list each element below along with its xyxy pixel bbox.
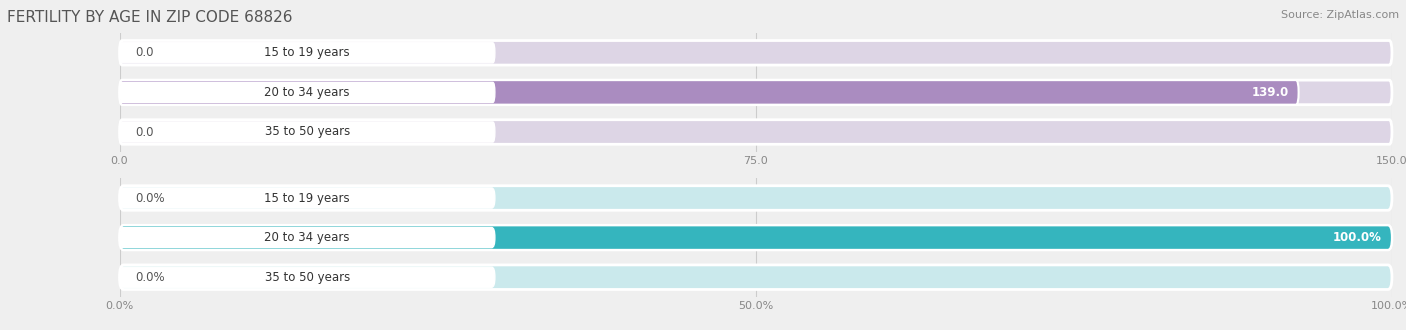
FancyBboxPatch shape xyxy=(120,186,1392,210)
FancyBboxPatch shape xyxy=(120,265,1392,289)
Text: 35 to 50 years: 35 to 50 years xyxy=(264,271,350,284)
Text: FERTILITY BY AGE IN ZIP CODE 68826: FERTILITY BY AGE IN ZIP CODE 68826 xyxy=(7,10,292,25)
Text: 0.0: 0.0 xyxy=(135,46,153,59)
FancyBboxPatch shape xyxy=(120,80,1299,105)
Text: 100.0%: 100.0% xyxy=(1333,231,1382,244)
Text: 20 to 34 years: 20 to 34 years xyxy=(264,86,350,99)
FancyBboxPatch shape xyxy=(120,122,495,142)
Text: 0.0%: 0.0% xyxy=(135,271,165,284)
Text: 20 to 34 years: 20 to 34 years xyxy=(264,231,350,244)
FancyBboxPatch shape xyxy=(120,82,495,103)
Text: Source: ZipAtlas.com: Source: ZipAtlas.com xyxy=(1281,10,1399,20)
Text: 0.0%: 0.0% xyxy=(135,191,165,205)
Text: 0.0: 0.0 xyxy=(135,125,153,139)
FancyBboxPatch shape xyxy=(120,188,495,208)
FancyBboxPatch shape xyxy=(120,43,495,63)
FancyBboxPatch shape xyxy=(120,41,1392,65)
FancyBboxPatch shape xyxy=(120,225,1392,250)
Text: 35 to 50 years: 35 to 50 years xyxy=(264,125,350,139)
FancyBboxPatch shape xyxy=(120,120,1392,144)
Text: 15 to 19 years: 15 to 19 years xyxy=(264,191,350,205)
FancyBboxPatch shape xyxy=(120,80,1392,105)
FancyBboxPatch shape xyxy=(120,267,495,287)
Text: 139.0: 139.0 xyxy=(1251,86,1288,99)
Text: 15 to 19 years: 15 to 19 years xyxy=(264,46,350,59)
FancyBboxPatch shape xyxy=(120,227,495,248)
FancyBboxPatch shape xyxy=(120,225,1392,250)
